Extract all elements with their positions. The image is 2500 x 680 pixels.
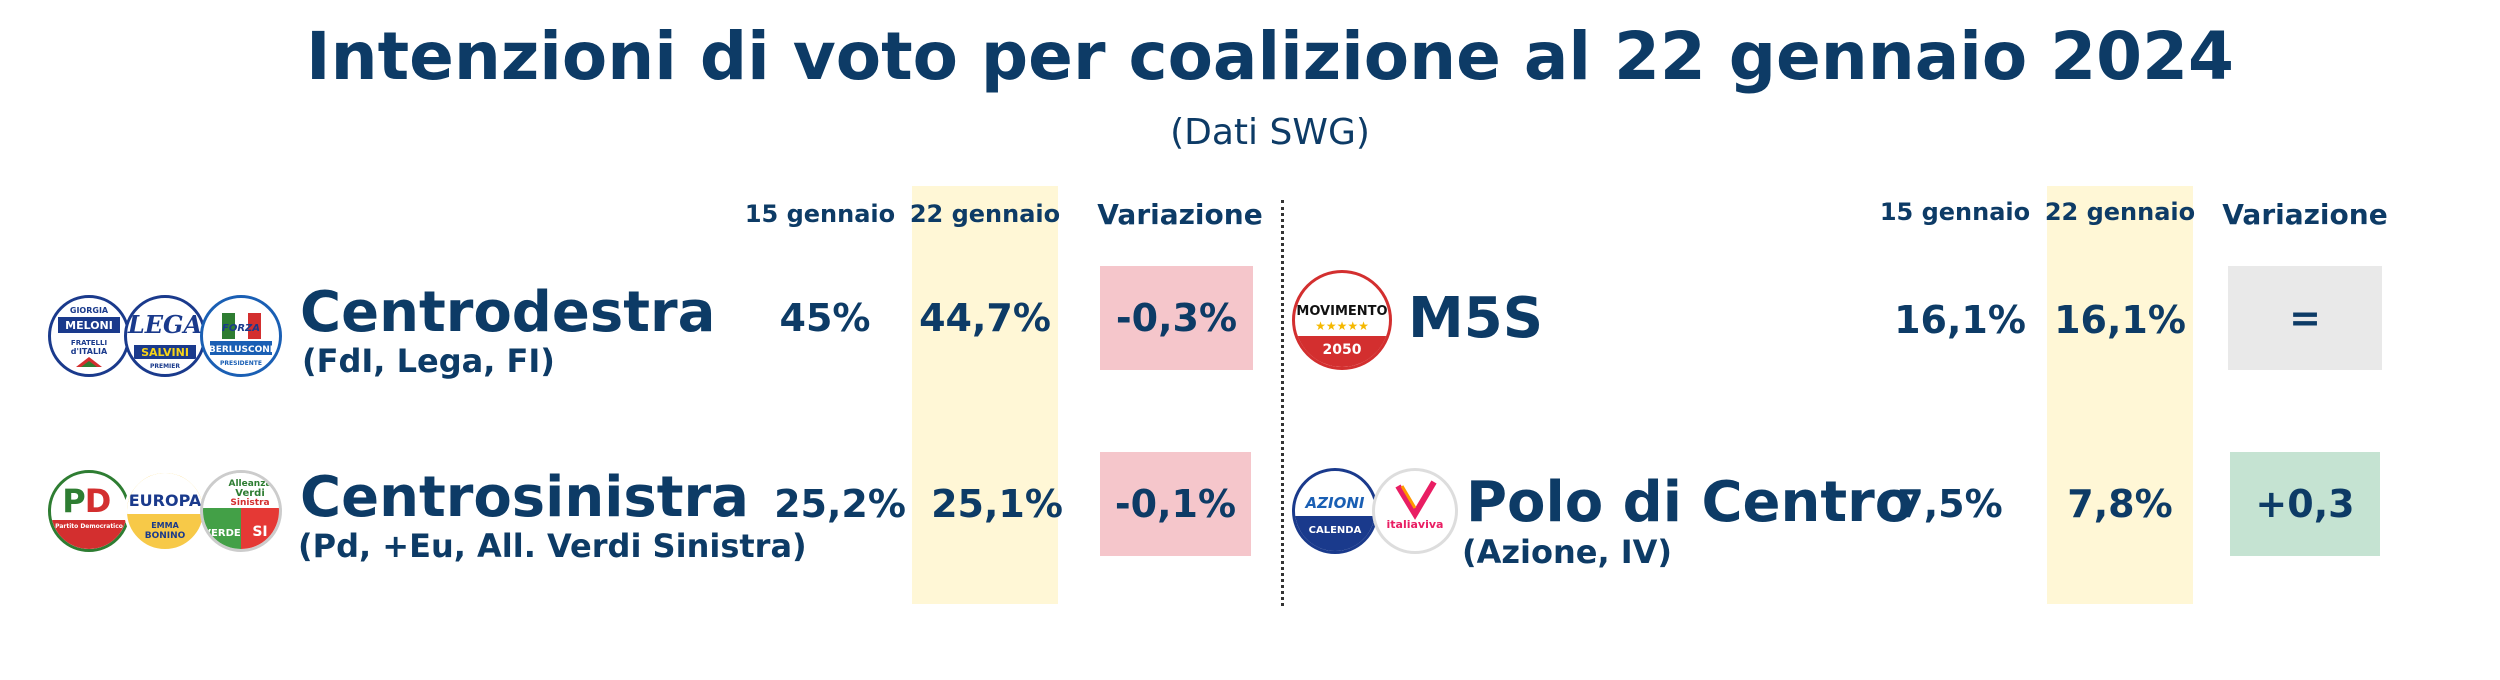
svg-text:EMMA: EMMA bbox=[151, 521, 179, 530]
variation-m5s: = bbox=[2228, 266, 2382, 370]
svg-text:AZIONI: AZIONI bbox=[1305, 494, 1365, 512]
lega-logo-icon: LEGA SALVINI PREMIER bbox=[124, 295, 206, 377]
m5s-logo-icon: MOVIMENTO ★★★★★ 2050 bbox=[1292, 270, 1392, 370]
chart-subtitle: (Dati SWG) bbox=[1170, 112, 1370, 153]
svg-text:P: P bbox=[62, 482, 85, 520]
value-15-m5s: 16,1% bbox=[1894, 298, 2026, 342]
svg-text:MOVIMENTO: MOVIMENTO bbox=[1296, 304, 1387, 319]
svg-text:Partito Democratico: Partito Democratico bbox=[55, 523, 123, 530]
value-15-centrosinistra: 25,2% bbox=[774, 482, 906, 526]
row-label-centrodestra: Centrodestra bbox=[300, 280, 716, 345]
header-variazione-right: Variazione bbox=[2222, 198, 2388, 231]
svg-text:PREMIER: PREMIER bbox=[150, 363, 180, 370]
svg-text:SALVINI: SALVINI bbox=[141, 346, 189, 359]
header-15-gennaio-right: 15 gennaio bbox=[1879, 198, 2031, 226]
svg-text:SI: SI bbox=[252, 524, 267, 540]
value-22-centrosinistra: 25,1% bbox=[931, 482, 1063, 526]
row-detail-polo-di-centro: (Azione, IV) bbox=[1462, 533, 1673, 571]
highlight-column-left bbox=[912, 186, 1058, 604]
svg-text:VERDE: VERDE bbox=[203, 528, 241, 539]
svg-text:FORZA: FORZA bbox=[222, 323, 260, 334]
svg-text:PRESIDENTE: PRESIDENTE bbox=[220, 360, 262, 367]
svg-text:2050: 2050 bbox=[1323, 342, 1362, 358]
svg-text:EUROPA: EUROPA bbox=[129, 491, 202, 510]
header-22-gennaio-right: 22 gennaio bbox=[2044, 198, 2196, 226]
piu-europa-logo-icon: EUROPA EMMA BONINO bbox=[124, 470, 206, 552]
value-22-centrodestra: 44,7% bbox=[919, 296, 1051, 340]
value-22-m5s: 16,1% bbox=[2054, 298, 2186, 342]
row-detail-centrosinistra: (Pd, +Eu, All. Verdi Sinistra) bbox=[298, 527, 807, 565]
svg-text:GIORGIA: GIORGIA bbox=[70, 306, 109, 315]
panel-divider bbox=[1281, 200, 1284, 606]
row-label-m5s: M5S bbox=[1408, 286, 1544, 351]
italia-viva-logo-icon: italiaviva bbox=[1372, 468, 1458, 554]
svg-text:D: D bbox=[85, 482, 112, 520]
value-15-centrodestra: 45% bbox=[779, 296, 871, 340]
row-detail-centrodestra: (FdI, Lega, FI) bbox=[302, 342, 555, 380]
svg-text:italiaviva: italiaviva bbox=[1387, 518, 1444, 531]
svg-text:FRATELLI: FRATELLI bbox=[71, 339, 107, 347]
header-15-gennaio-left: 15 gennaio bbox=[744, 200, 896, 228]
svg-text:BERLUSCONI: BERLUSCONI bbox=[209, 345, 273, 355]
svg-text:d'ITALIA: d'ITALIA bbox=[71, 347, 108, 356]
row-label-polo-di-centro: Polo di Centro bbox=[1466, 470, 1914, 535]
svg-text:CALENDA: CALENDA bbox=[1309, 525, 1362, 536]
variation-centrodestra: -0,3% bbox=[1100, 266, 1253, 370]
header-variazione-left: Variazione bbox=[1097, 198, 1263, 231]
chart-title: Intenzioni di voto per coalizione al 22 … bbox=[306, 18, 2234, 95]
svg-text:BONINO: BONINO bbox=[145, 531, 186, 541]
svg-text:Verdi: Verdi bbox=[235, 488, 265, 499]
svg-text:LEGA: LEGA bbox=[127, 310, 202, 339]
value-22-polo-di-centro: 7,8% bbox=[2067, 482, 2173, 526]
fdi-logo-icon: MELONI GIORGIA FRATELLI d'ITALIA bbox=[48, 295, 130, 377]
svg-text:Sinistra: Sinistra bbox=[230, 498, 269, 508]
pd-logo-icon: P D Partito Democratico bbox=[48, 470, 130, 552]
forza-italia-logo-icon: FORZA BERLUSCONI PRESIDENTE bbox=[200, 295, 282, 377]
variation-centrosinistra: -0,1% bbox=[1100, 452, 1251, 556]
highlight-column-right bbox=[2047, 186, 2193, 604]
avs-logo-icon: Alleanza Verdi Sinistra VERDE SI bbox=[200, 470, 282, 552]
value-15-polo-di-centro: 7,5% bbox=[1897, 482, 2003, 526]
svg-text:Alleanza: Alleanza bbox=[228, 479, 271, 489]
svg-text:★★★★★: ★★★★★ bbox=[1315, 319, 1369, 333]
azione-logo-icon: AZIONI CALENDA bbox=[1292, 468, 1378, 554]
variation-polo-di-centro: +0,3 bbox=[2230, 452, 2380, 556]
svg-text:MELONI: MELONI bbox=[65, 319, 113, 332]
row-label-centrosinistra: Centrosinistra bbox=[300, 465, 749, 530]
header-22-gennaio-left: 22 gennaio bbox=[909, 200, 1061, 228]
